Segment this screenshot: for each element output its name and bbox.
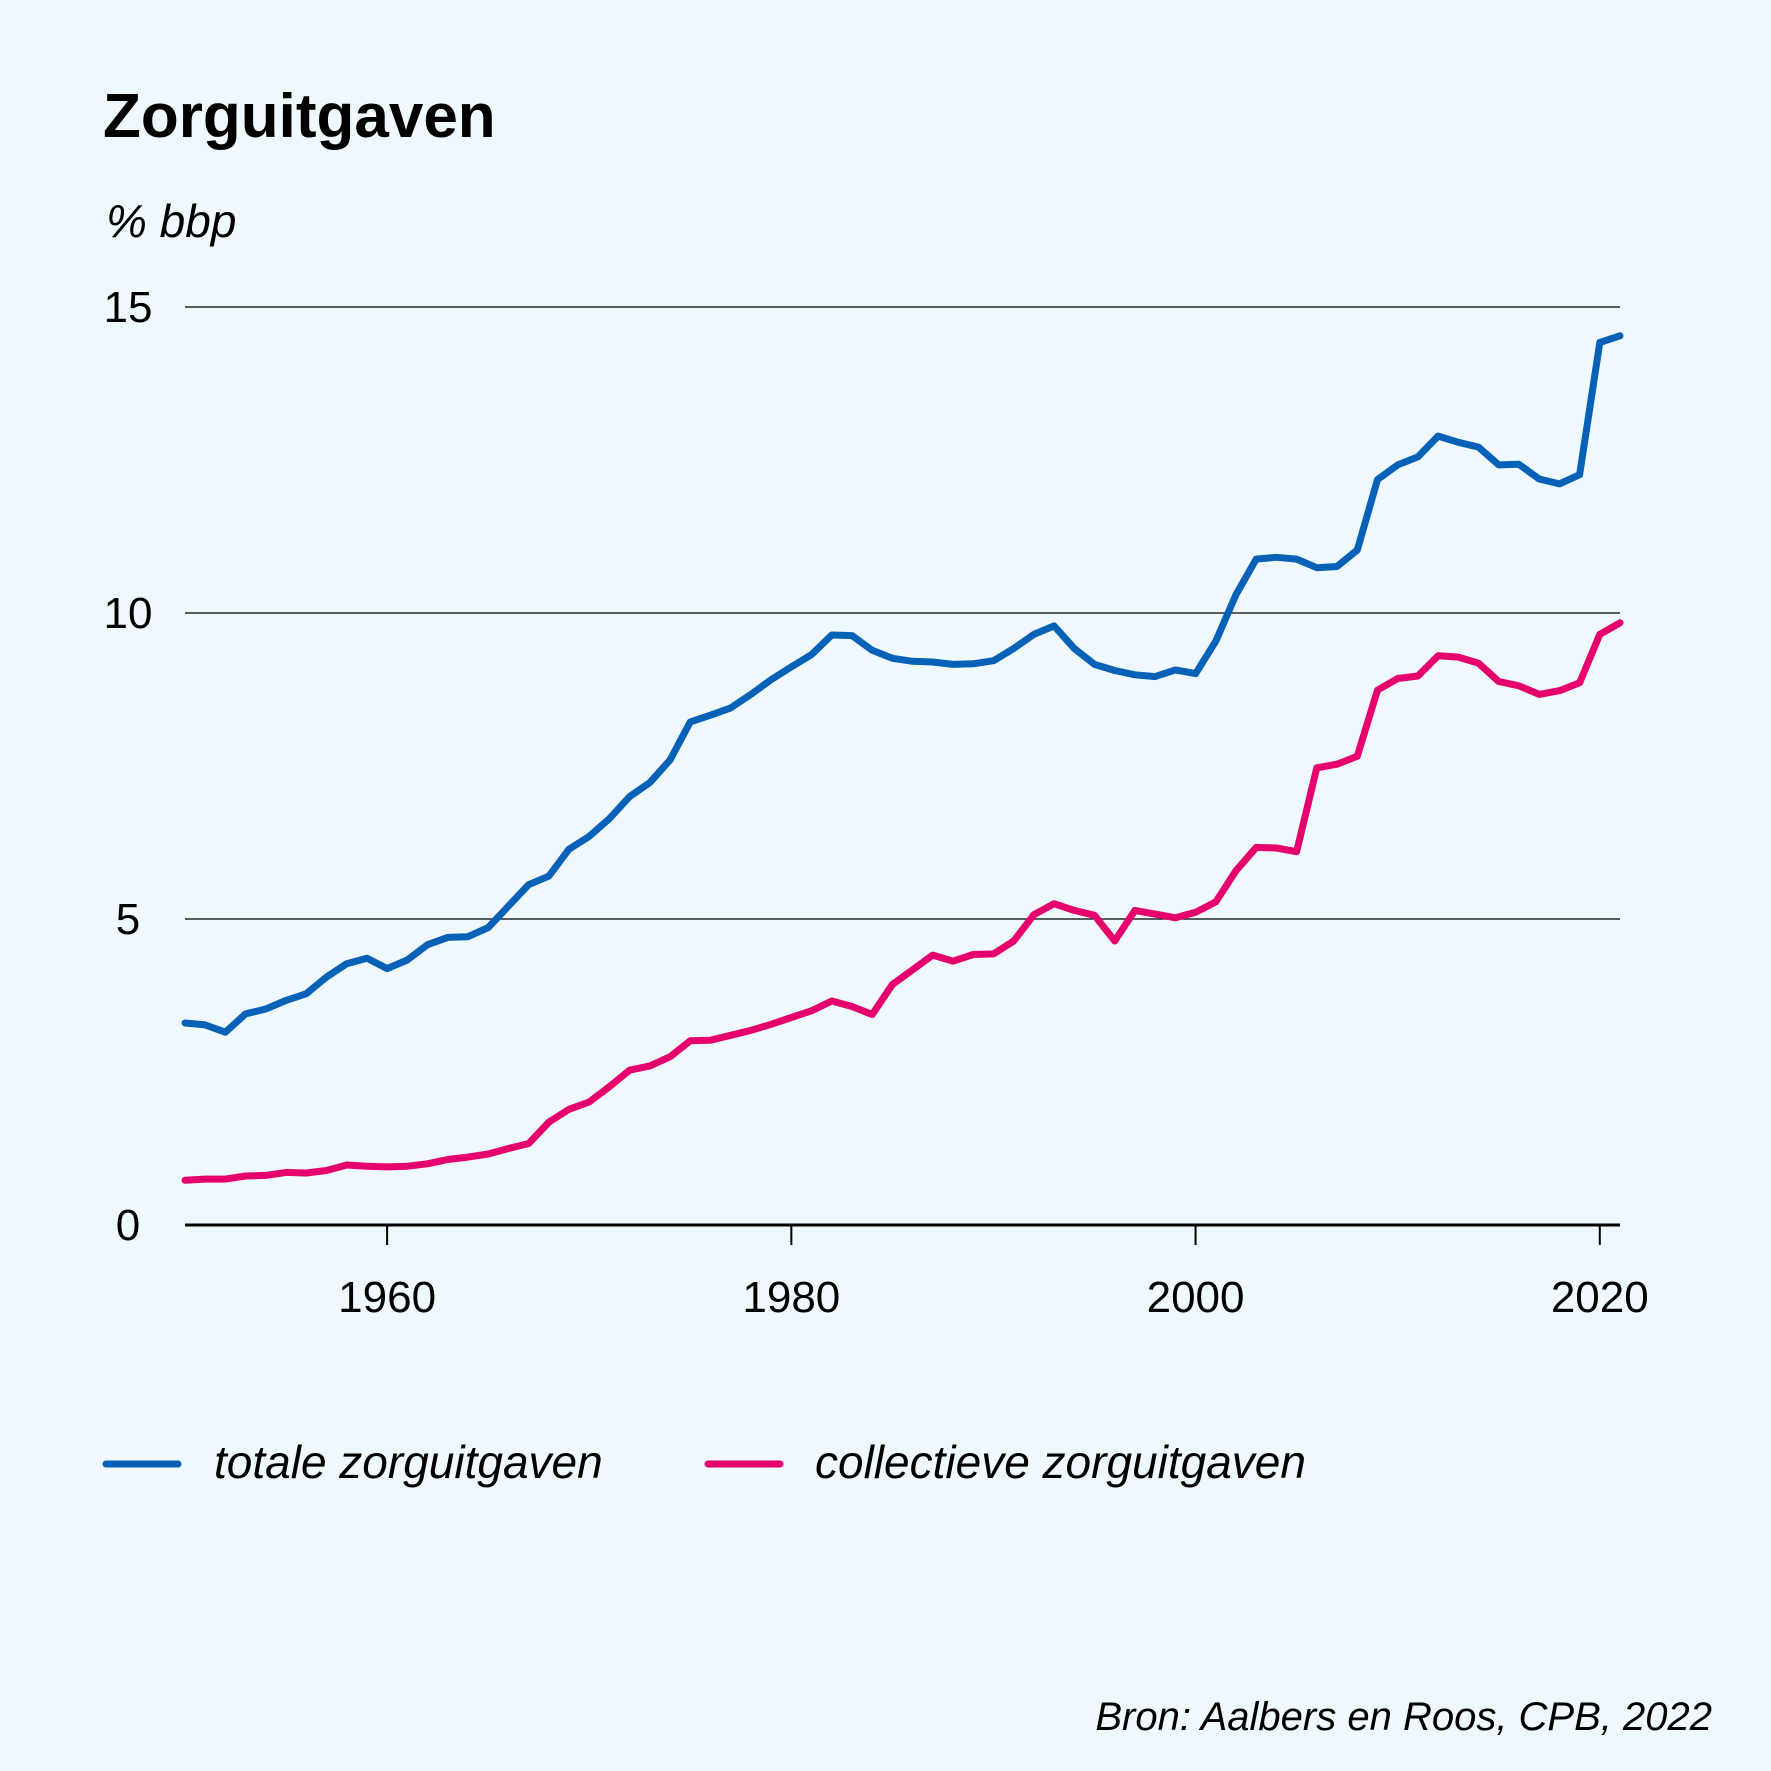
y-tick-label: 0	[116, 1201, 140, 1250]
y-axis-unit-label: % bbp	[106, 195, 236, 247]
series-line-totale	[181, 332, 1624, 1036]
x-tick-label: 1960	[338, 1273, 436, 1322]
x-tick-label: 2020	[1551, 1273, 1649, 1322]
y-tick-label: 10	[104, 589, 153, 638]
gridlines	[185, 306, 1620, 1227]
x-tick-label: 2000	[1147, 1273, 1245, 1322]
legend-label-collectieve: collectieve zorguitgaven	[815, 1436, 1306, 1488]
y-axis-ticks: 0 5 10 15	[104, 283, 153, 1250]
x-tick-label: 1980	[742, 1273, 840, 1322]
y-tick-label: 5	[116, 895, 140, 944]
series-line-collectieve	[181, 619, 1624, 1184]
series-lines	[181, 332, 1624, 1184]
legend: totale zorguitgaven collectieve zorguitg…	[102, 1436, 1306, 1488]
chart-title: Zorguitgaven	[103, 82, 496, 151]
source-note: Bron: Aalbers en Roos, CPB, 2022	[1095, 1695, 1712, 1739]
x-axis-ticks: 1960 1980 2000 2020	[338, 1225, 1649, 1322]
y-tick-label: 15	[104, 283, 153, 332]
legend-label-totale: totale zorguitgaven	[214, 1436, 603, 1488]
